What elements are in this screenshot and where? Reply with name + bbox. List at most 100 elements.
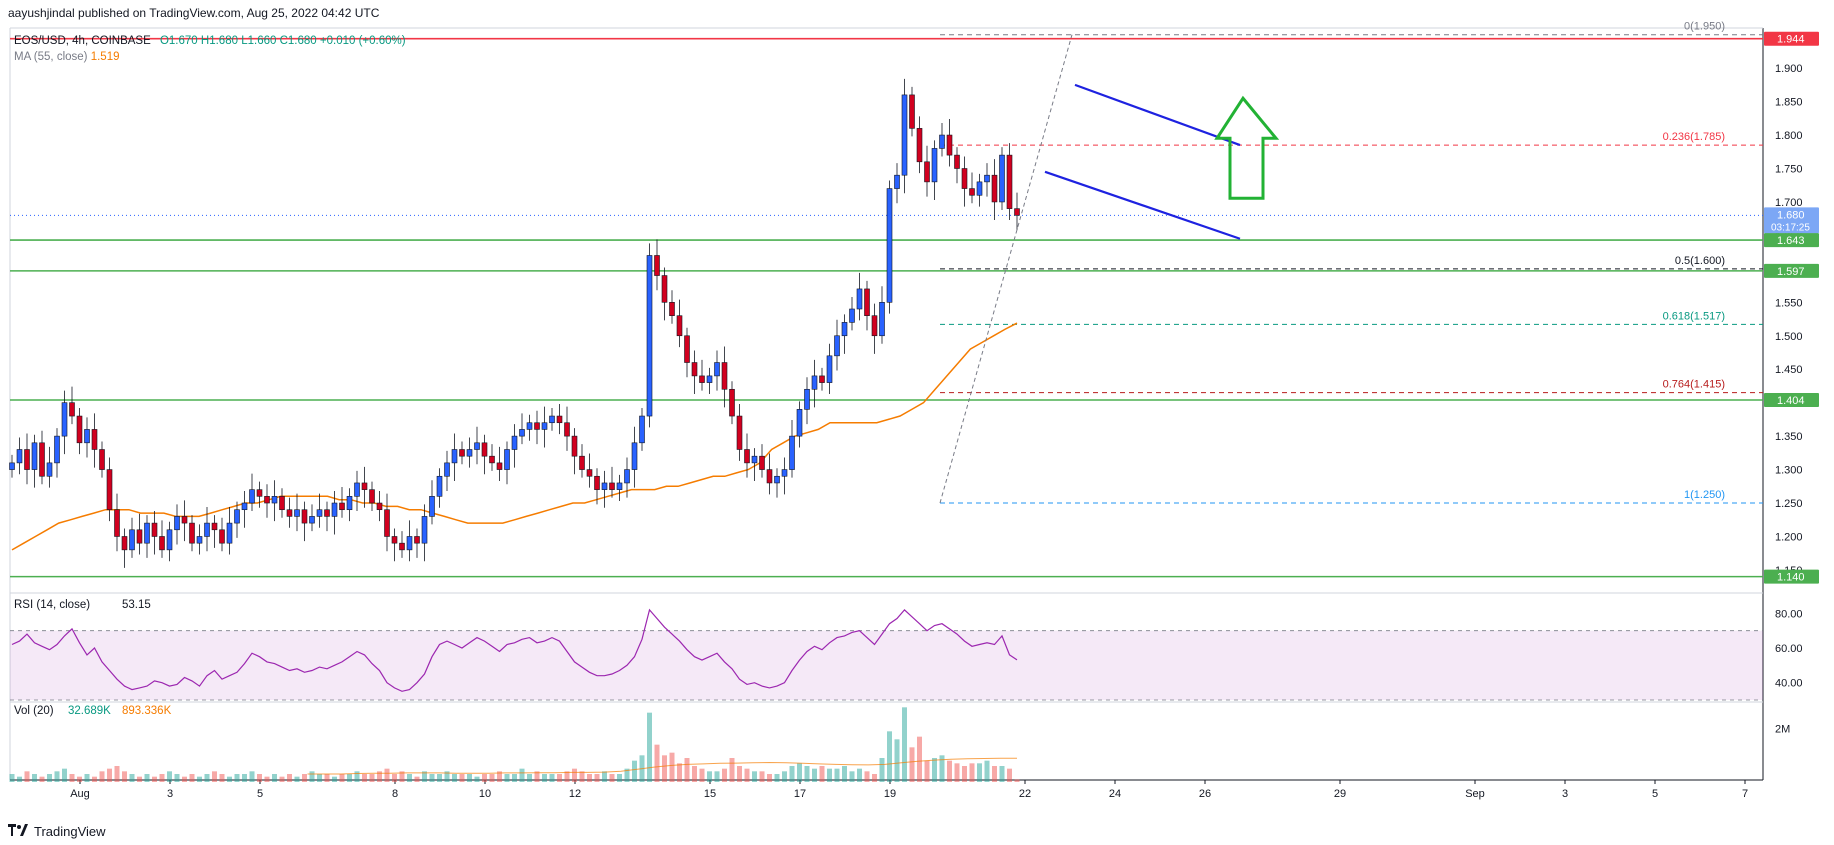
candle-down — [871, 315, 878, 337]
symbol-text[interactable]: EOS/USD, 4h, COINBASE — [14, 35, 151, 47]
candle-up — [541, 422, 548, 430]
volume-bar — [32, 774, 37, 782]
volume-ma-line — [307, 757, 1018, 775]
volume-bar — [692, 766, 697, 782]
price-tag-support — [1764, 569, 1819, 584]
candle-down — [819, 375, 825, 383]
time-tick-label: 10 — [479, 788, 491, 800]
candle-up — [601, 482, 608, 490]
volume-bar — [92, 776, 97, 782]
tradingview-logo-icon — [8, 824, 28, 839]
volume-bar — [302, 774, 307, 782]
volume-bar — [354, 771, 360, 782]
footer-brand[interactable]: TradingView — [8, 824, 106, 839]
price-tag-label: 1.680 — [1777, 209, 1805, 221]
price-tick-label: 1.300 — [1775, 465, 1803, 477]
volume-bar — [872, 774, 877, 782]
volume-bar — [594, 774, 600, 782]
price-tick-label: 1.450 — [1775, 364, 1803, 376]
candle-up — [781, 469, 788, 477]
volume-bar — [62, 768, 67, 782]
candle-up — [31, 442, 38, 470]
candle-down — [684, 335, 690, 363]
volume-bar — [797, 763, 802, 782]
volume-bar — [309, 771, 315, 782]
candle-down — [736, 415, 743, 450]
volume-bar — [9, 774, 15, 782]
time-tick-label: 17 — [794, 788, 806, 800]
candle-down — [729, 388, 735, 417]
candle-up — [196, 536, 203, 544]
volume-bar — [887, 731, 892, 782]
volume-bar — [767, 774, 772, 782]
volume-bar — [654, 744, 660, 782]
candle-up — [204, 522, 210, 537]
volume-bar — [812, 768, 817, 782]
volume-bar — [969, 763, 975, 782]
candle-up — [826, 355, 833, 383]
candle-down — [189, 522, 195, 544]
candle-up — [174, 516, 180, 531]
candle-down — [159, 536, 165, 551]
volume-bar — [77, 776, 82, 782]
candle-up — [849, 308, 855, 323]
rsi-title: RSI (14, close) — [14, 599, 90, 611]
time-tick-label: 26 — [1199, 788, 1211, 800]
candle-up — [894, 174, 900, 189]
price-tick-label: 1.800 — [1775, 130, 1803, 142]
volume-bar — [759, 771, 765, 782]
volume-bar — [189, 774, 195, 782]
price-tag-resistance — [1764, 31, 1819, 46]
volume-bar — [482, 774, 487, 782]
volume-bar — [557, 774, 562, 782]
volume-tick-label: 2M — [1775, 724, 1790, 736]
brand-text: TradingView — [34, 824, 106, 839]
candle-up — [984, 174, 990, 183]
candle-up — [631, 442, 638, 470]
volume-bar — [504, 774, 510, 782]
candle-down — [76, 415, 83, 444]
price-tick-label: 1.900 — [1775, 63, 1803, 75]
candle-up — [841, 322, 848, 337]
price-tag-support — [1764, 233, 1819, 248]
volume-bar — [17, 776, 22, 782]
candle-down — [961, 168, 968, 189]
time-tick-label: 24 — [1109, 788, 1121, 800]
candle-up — [504, 449, 510, 470]
volume-bar — [294, 776, 300, 782]
candle-up — [54, 435, 60, 464]
fib-level-label: 0(1.950) — [1684, 21, 1725, 33]
candle-down — [339, 502, 345, 511]
low-value: L1.660 — [241, 35, 277, 47]
fib-level-label: 0.236(1.785) — [1663, 131, 1725, 143]
candle-up — [316, 509, 323, 517]
volume-bar — [752, 771, 757, 782]
volume-bar — [624, 768, 630, 782]
volume-bar — [587, 774, 592, 782]
volume-bar — [287, 774, 292, 782]
candle-down — [766, 469, 773, 484]
price-tick-label: 1.500 — [1775, 331, 1803, 343]
candle-up — [421, 516, 428, 544]
candle-up — [331, 502, 338, 517]
volume-bar — [272, 774, 277, 782]
candle-up — [234, 509, 240, 524]
channel-upper-line — [1074, 83, 1241, 147]
rsi-tick-label: 40.00 — [1775, 678, 1803, 690]
ma-legend[interactable]: MA (55, close) 1.519 — [14, 51, 119, 63]
volume-bar — [879, 758, 885, 782]
candle-down — [744, 449, 750, 464]
volume-title: Vol (20) — [14, 705, 54, 717]
candle-up — [294, 509, 300, 517]
candle-up — [354, 482, 360, 497]
volume-bar — [827, 768, 832, 782]
volume-bar — [339, 774, 345, 782]
candle-up — [999, 154, 1005, 203]
candle-up — [901, 94, 908, 176]
candle-up — [804, 388, 810, 410]
candle-up — [16, 449, 23, 464]
candle-up — [9, 462, 15, 470]
volume-bar — [939, 755, 945, 782]
candle-down — [324, 509, 330, 517]
